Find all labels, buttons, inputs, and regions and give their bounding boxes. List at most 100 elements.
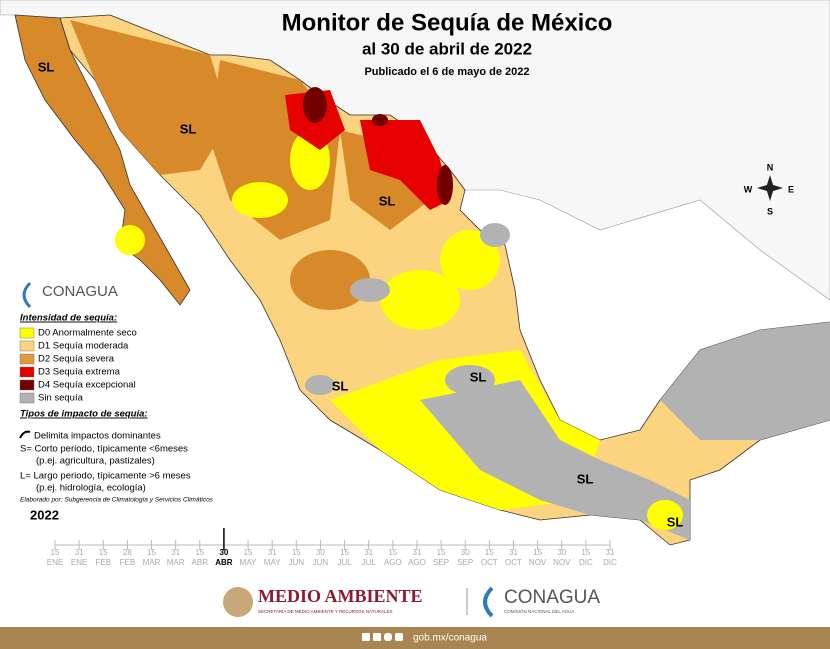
- timeline-month: ABR: [192, 558, 209, 567]
- timeline-day: 15: [292, 548, 301, 557]
- map-label: SL: [667, 514, 684, 529]
- timeline-month: DIC: [579, 558, 593, 567]
- timeline-day: 31: [606, 548, 615, 557]
- conagua-sub: COMISIÓN NACIONAL DEL AGUA: [504, 608, 574, 614]
- timeline-month: OCT: [505, 558, 522, 567]
- timeline-month: MAR: [143, 558, 161, 567]
- timeline-month: NOV: [529, 558, 547, 567]
- compass-n: N: [767, 162, 774, 172]
- credit: Elaborado por: Subgerencia de Climatolog…: [20, 497, 214, 504]
- timeline-day: 31: [413, 548, 422, 557]
- timeline-month: JUL: [337, 558, 352, 567]
- legend-label: D3 Sequía extrema: [38, 367, 121, 378]
- legend-swatch: [19, 366, 35, 378]
- timeline-month: JUN: [313, 558, 329, 567]
- impact-s-example: (p.ej. agricultura, pastizales): [36, 456, 155, 467]
- map-label: SL: [470, 369, 487, 384]
- map-label: SL: [38, 59, 55, 74]
- impact-line: Delimita impactos dominantes: [34, 431, 161, 442]
- timeline-month: AGO: [384, 558, 402, 567]
- timeline-year: 2022: [30, 507, 59, 522]
- timeline-day: 15: [195, 548, 204, 557]
- timeline-month: MAY: [240, 558, 257, 567]
- legend: Intensidad de sequía: Tipos de impacto d…: [16, 310, 214, 510]
- legend-swatch: [19, 392, 35, 404]
- timeline-day: 31: [75, 548, 84, 557]
- legend-title: Intensidad de sequía:: [20, 313, 117, 324]
- subtitle: al 30 de abril de 2022: [362, 39, 532, 58]
- semarnat-emblem: [223, 587, 253, 617]
- timeline-month: SEP: [433, 558, 449, 567]
- timeline-month: JUL: [362, 558, 377, 567]
- timeline-month: AGO: [408, 558, 426, 567]
- timeline-day: 30: [461, 548, 470, 557]
- compass: N S E W: [744, 162, 794, 216]
- timeline-day: 15: [388, 548, 397, 557]
- impact-s: S= Corto periodo, típicamente <6meses: [20, 444, 188, 455]
- map-label: SL: [180, 121, 197, 136]
- timeline-day: 15: [147, 548, 156, 557]
- timeline-day: 15: [437, 548, 446, 557]
- legend-label: Sin sequía: [38, 393, 84, 404]
- legend-swatch: [19, 327, 35, 339]
- semarnat-sub: SECRETARÍA DE MEDIO AMBIENTE Y RECURSOS …: [258, 608, 392, 614]
- legend-swatch: [19, 340, 35, 352]
- impact-title: Tipos de impacto de sequía:: [20, 409, 148, 420]
- timeline-day: 28: [123, 548, 132, 557]
- map-label: SL: [332, 378, 349, 393]
- timeline-month: FEB: [95, 558, 111, 567]
- timeline-day: 15: [99, 548, 108, 557]
- compass-e: E: [788, 184, 794, 194]
- legend-swatch: [19, 379, 35, 391]
- impact-l: L= Largo periodo, típicamente >6 meses: [20, 471, 191, 482]
- timeline-month: MAR: [167, 558, 185, 567]
- timeline-month: OCT: [481, 558, 498, 567]
- footer-bar: [0, 627, 830, 649]
- social-icons: [362, 633, 403, 641]
- timeline-month: NOV: [553, 558, 571, 567]
- conagua-mark: [483, 586, 494, 618]
- legend-label: D0 Anormalmente seco: [38, 328, 137, 339]
- timeline-day: 15: [244, 548, 253, 557]
- timeline-day: 15: [340, 548, 349, 557]
- drought-areas: [70, 20, 830, 540]
- map-label: SL: [379, 193, 396, 208]
- timeline-day: 31: [509, 548, 518, 557]
- title: Monitor de Sequía de México: [282, 9, 613, 36]
- compass-w: W: [744, 184, 753, 194]
- legend-label: D1 Sequía moderada: [38, 341, 129, 352]
- timeline-day: 15: [485, 548, 494, 557]
- timeline-month: MAY: [264, 558, 281, 567]
- timeline-day: 15: [51, 548, 60, 557]
- timeline-month: SEP: [457, 558, 473, 567]
- timeline-month: ENE: [71, 558, 87, 567]
- timeline-day: 15: [533, 548, 542, 557]
- timeline-month: JUN: [289, 558, 305, 567]
- baja-california: [14, 14, 191, 306]
- impact-l-example: (p.ej. hidrología, ecología): [36, 483, 146, 494]
- map-label: SL: [577, 471, 594, 486]
- logo-mark: [22, 281, 32, 309]
- timeline-day: 15: [581, 548, 590, 557]
- semarnat: MEDIO AMBIENTE: [258, 586, 423, 606]
- timeline-month: ABR: [215, 558, 233, 567]
- timeline-day: 31: [268, 548, 277, 557]
- timeline-month: DIC: [603, 558, 617, 567]
- conagua: CONAGUA: [504, 587, 600, 608]
- timeline-day: 31: [171, 548, 180, 557]
- timeline-month: FEB: [120, 558, 136, 567]
- timeline-month: ENE: [47, 558, 63, 567]
- timeline-day: 30: [557, 548, 566, 557]
- footer-url: gob.mx/conagua: [413, 633, 487, 644]
- timeline-day: 30: [219, 548, 228, 557]
- logo-text: CONAGUA: [42, 283, 118, 300]
- legend-label: D4 Sequía excepcional: [38, 380, 136, 391]
- timeline-day: 31: [364, 548, 373, 557]
- impact-line-symbol: [19, 430, 31, 439]
- timeline-day: 30: [316, 548, 325, 557]
- legend-swatch: [19, 353, 35, 365]
- legend-label: D2 Sequía severa: [38, 354, 115, 365]
- compass-s: S: [767, 206, 773, 216]
- published: Publicado el 6 de mayo de 2022: [364, 66, 529, 78]
